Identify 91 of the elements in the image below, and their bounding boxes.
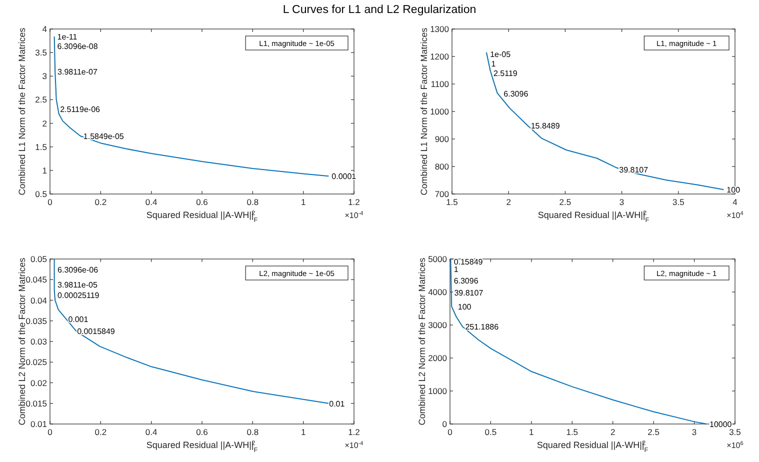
annotation: 3.9811e-05 [58,280,98,290]
text: ×10$^{6}$ [726,441,744,450]
y-tick-label: 0.01 [30,419,48,429]
x-tick-label: 2.5 [559,197,572,207]
x-tick-label: 1 [300,197,306,207]
annotation: 6.3096e-08 [57,42,98,51]
x-tick-label: 2 [506,197,512,207]
annotation: 0.01 [329,399,346,408]
x-tick-label: 0.5 [484,427,497,437]
x-tick-label: 0.8 [246,427,259,437]
y-axis-title: Combined L1 Norm of the Factor Matrices [17,27,27,196]
x-tick-label: 0.6 [196,427,208,437]
y-tick-label: 0.05 [30,254,48,264]
annotation: 0.001 [68,314,89,324]
y-tick-label: 1100 [430,79,450,89]
y-tick-label: 3000 [428,320,448,330]
y-axis-title: Combined L2 Norm of the Factor Matrices [417,257,427,426]
x-tick-label: 2 [610,427,616,437]
y-tick-label: 0.045 [26,274,48,285]
line-series [486,52,724,190]
x-tick-label: 3 [692,427,697,437]
text: ×10$^{4}$ [726,211,744,220]
y-tick-label: 1300 [430,24,450,34]
annotation: 6.3096e-06 [58,265,99,274]
y-tick-label: 0.025 [26,357,48,368]
x-tick-label: 0.6 [196,197,208,207]
y-tick-label: 1000 [430,106,450,116]
y-tick-label: 2000 [428,353,448,363]
x-tick-label: 2.5 [648,427,660,437]
text: L Curves for L1 and L2 Regularization [282,4,476,16]
y-tick-label: 1200 [430,52,450,62]
annotation: 6.3096 [454,276,479,286]
y-tick-label: 4000 [428,287,448,297]
annotation: 1 [454,264,459,274]
annotation: 2.5119 [493,69,518,78]
x-tick-label: 1 [300,427,306,437]
annotation: 100 [726,186,741,195]
annotation: 15.8489 [530,121,560,130]
x-tick-label: 0.4 [145,197,158,207]
y-axis-title: Combined L1 Norm of the Factor Matrices [419,27,429,196]
annotation: 2.5119e-06 [60,105,101,114]
y-tick-label: 1 [42,165,48,176]
x-tick-label: 0.8 [246,197,259,207]
y-tick-label: 700 [434,189,450,199]
x-tick-label: 3 [619,197,624,207]
annotation: 251.1886 [465,322,500,332]
annotation: 39.8107 [454,288,484,298]
y-tick-label: 0.5 [35,189,48,199]
x-tick-label: 0.2 [94,197,107,207]
x-tick-label: 4 [732,197,738,207]
y-tick-label: 4 [42,24,48,34]
x-tick-label: 3.5 [672,197,685,207]
y-tick-label: 900 [434,134,450,144]
annotation: 0.15849 [454,257,484,266]
y-tick-label: 5000 [428,254,448,264]
y-tick-label: 0.035 [26,316,48,326]
y-tick-label: 3 [42,71,48,82]
annotation: 0.0015849 [77,327,116,336]
y-tick-label: 0.04 [30,295,48,306]
y-tick-label: 3.5 [35,48,48,58]
x-tick-label: 3.5 [729,427,742,437]
annotation: 0.00025119 [58,290,100,300]
y-axis-title: Combined L2 Norm of the Factor Matrices [17,257,27,426]
text: ×10$^{-4}$ [344,211,364,220]
annotation: 10000 [710,420,732,429]
y-tick-label: 0.02 [30,378,48,388]
y-tick-label: 800 [434,162,450,172]
y-tick-label: 0 [442,419,448,429]
annotation: 1.5849e-05 [83,132,124,142]
x-tick-label: 1 [529,427,534,437]
y-tick-label: 1000 [428,386,448,396]
annotation: 100 [458,302,472,312]
y-tick-label: 2.5 [35,94,48,105]
annotation: 1e-05 [490,50,512,59]
annotation: 1 [491,59,496,68]
x-tick-label: 1.5 [446,197,458,207]
x-tick-label: 1.2 [348,197,360,207]
text: ×10$^{-4}$ [344,441,364,450]
x-tick-label: 1.2 [348,427,360,437]
annotation: 6.3096 [504,90,529,99]
y-tick-label: 0.03 [30,336,48,346]
annotation: 3.9811e-07 [58,67,98,76]
annotation: 0.0001 [332,172,357,182]
x-tick-label: 0.4 [145,427,158,437]
x-tick-label: 1.5 [566,427,578,437]
y-tick-label: 2 [42,118,48,128]
x-tick-label: 0.2 [94,427,107,437]
line-series [450,258,707,424]
y-tick-label: 1.5 [35,142,48,152]
annotation: 1e-11 [57,32,78,42]
y-tick-label: 0.015 [26,398,48,408]
